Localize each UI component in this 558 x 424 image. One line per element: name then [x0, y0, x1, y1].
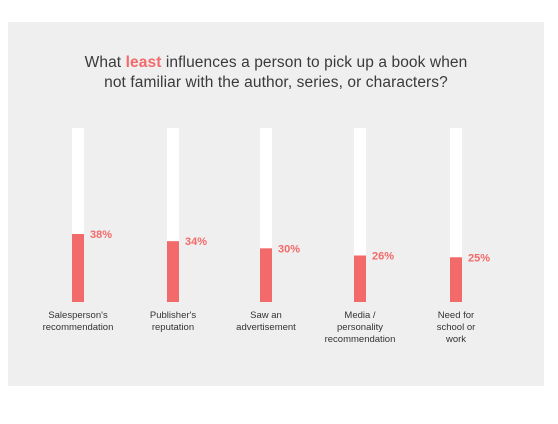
- category-label: Salesperson's recommendation: [43, 310, 114, 333]
- category-label-line: work: [445, 334, 466, 345]
- value-label: 30%: [278, 243, 300, 255]
- category-label-line: Media /: [344, 310, 376, 321]
- chart-title: What least influences a person to pick u…: [8, 53, 544, 93]
- chart-panel: What least influences a person to pick u…: [8, 22, 544, 386]
- category-label-line: reputation: [152, 322, 194, 333]
- title-text-end: influences a person to pick up a book wh…: [161, 54, 468, 71]
- category-label-line: Salesperson's: [48, 310, 108, 321]
- value-label: 26%: [372, 250, 394, 262]
- value-label: 34%: [185, 236, 207, 248]
- category-label: Media / personality recommendation: [325, 310, 396, 345]
- value-label: 25%: [468, 252, 490, 264]
- value-label: 38%: [90, 229, 112, 241]
- category-label-line: Saw an: [250, 310, 282, 321]
- category-label-line: recommendation: [325, 334, 396, 345]
- category-label-line: school or: [437, 322, 476, 333]
- title-line-2: not familiar with the author, series, or…: [104, 74, 448, 91]
- bar: [167, 241, 179, 302]
- category-label-line: personality: [337, 322, 383, 333]
- category-label: Publisher's reputation: [150, 310, 196, 333]
- title-emphasis: least: [125, 54, 162, 71]
- category-label: Saw an advertisement: [236, 310, 296, 333]
- bar: [450, 257, 462, 302]
- category-label-line: Publisher's: [150, 310, 196, 321]
- bar-chart: 38%Salesperson's recommendation34%Publish…: [43, 128, 490, 345]
- category-label: Need for school or work: [437, 310, 476, 345]
- category-label-line: Need for: [438, 310, 474, 321]
- bar: [354, 255, 366, 302]
- category-label-line: recommendation: [43, 322, 114, 333]
- bar: [260, 248, 272, 302]
- title-text-start: What: [84, 54, 126, 71]
- bar: [72, 234, 84, 302]
- category-label-line: advertisement: [236, 322, 296, 333]
